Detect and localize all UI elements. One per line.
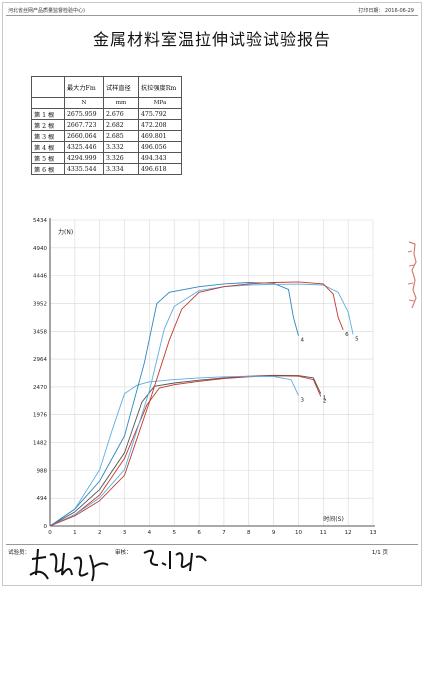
y-tick-label: 988 <box>37 468 48 474</box>
x-tick-label: 3 <box>123 530 127 536</box>
max-force-cell: 4325.446 <box>64 141 104 153</box>
x-tick-label: 11 <box>320 530 327 536</box>
y-tick-label: 4446 <box>33 274 47 280</box>
reviewer-signature <box>143 549 207 572</box>
x-axis-label: 时间(S) <box>323 515 344 523</box>
y-tick-label: 3952 <box>33 301 47 307</box>
max-force-cell: 4335.544 <box>64 163 104 175</box>
y-tick-label: 4940 <box>33 246 47 252</box>
y-tick-label: 1976 <box>33 413 47 419</box>
specimen-label: 第 6 根 <box>31 163 65 175</box>
chart-grid <box>49 219 374 527</box>
x-tick-label: 5 <box>172 530 176 536</box>
unit-cell: mm <box>103 97 139 109</box>
footer-divider <box>6 544 418 545</box>
series-line <box>49 281 344 527</box>
series-line <box>49 374 322 527</box>
chart-ticks: 0494988148219762470296434583952444649405… <box>33 218 377 536</box>
tensile-strength-cell: 475.792 <box>138 108 182 120</box>
tensile-strength-cell: 469.801 <box>138 130 182 142</box>
x-tick-label: 13 <box>370 530 377 536</box>
diameter-cell: 2.682 <box>103 119 139 131</box>
series-label: 5 <box>355 337 359 343</box>
x-tick-label: 10 <box>295 530 302 536</box>
x-tick-label: 12 <box>345 530 352 536</box>
chart-axes <box>49 218 375 527</box>
tensile-strength-cell: 494.343 <box>138 152 182 164</box>
diameter-cell: 3.332 <box>103 141 139 153</box>
table-row: 第 3 根 2660.064 2.685 469.801 <box>31 130 182 142</box>
x-tick-label: 9 <box>272 530 276 536</box>
y-tick-label: 1482 <box>33 441 47 447</box>
column-header: 最大力Fm <box>64 76 104 98</box>
specimen-label: 第 3 根 <box>31 130 65 142</box>
y-axis-label: 力(N) <box>58 228 73 236</box>
specimen-label: 第 5 根 <box>31 152 65 164</box>
institution-header: 河北省丝网产品质量监督检验中心) <box>8 8 85 14</box>
x-tick-label: 4 <box>148 530 152 536</box>
official-seal-stamp <box>407 241 417 309</box>
series-label: 4 <box>300 338 304 344</box>
column-header <box>31 76 65 98</box>
page-number: 1/1 页 <box>371 550 388 556</box>
series-line <box>49 282 299 527</box>
tensile-strength-cell: 496.056 <box>138 141 182 153</box>
table-row: 第 6 根 4335.544 3.334 496.618 <box>31 163 182 175</box>
specimen-label: 第 4 根 <box>31 141 65 153</box>
series-label: 1 <box>323 396 327 402</box>
table-header-row: 最大力Fm 试样直径 抗拉强度Rm <box>31 76 182 98</box>
series-line <box>49 283 354 527</box>
table-row: 第 2 根 2667.723 2.682 472.208 <box>31 119 182 131</box>
unit-cell: MPa <box>138 97 182 109</box>
max-force-cell: 2675.959 <box>64 108 104 120</box>
x-tick-label: 7 <box>222 530 226 536</box>
x-tick-label: 0 <box>48 530 52 536</box>
specimen-label: 第 1 根 <box>31 108 65 120</box>
y-tick-label: 2470 <box>33 385 47 391</box>
reviewer-label: 审核： <box>115 550 132 556</box>
x-tick-label: 2 <box>98 530 102 536</box>
y-tick-label: 0 <box>44 524 48 530</box>
tester-signature <box>29 548 109 582</box>
series-label: 2 <box>323 398 327 404</box>
tensile-strength-cell: 472.208 <box>138 119 182 131</box>
diameter-cell: 3.334 <box>103 163 139 175</box>
column-header: 抗拉强度Rm <box>138 76 182 98</box>
print-date: 打印日期： 2016-06-29 <box>358 8 414 14</box>
unit-cell <box>31 97 65 109</box>
unit-cell: N <box>64 97 104 109</box>
tensile-strength-cell: 496.618 <box>138 163 182 175</box>
diameter-cell: 3.326 <box>103 152 139 164</box>
header-divider <box>6 15 418 16</box>
diameter-cell: 2.676 <box>103 108 139 120</box>
force-time-chart: 0494988148219762470296434583952444649405… <box>33 218 377 536</box>
max-force-cell: 2667.723 <box>64 119 104 131</box>
series-line <box>49 375 322 527</box>
x-tick-label: 1 <box>73 530 77 536</box>
report-title: 金属材料室温拉伸试验试验报告 <box>92 30 331 49</box>
series-label: 6 <box>345 332 349 338</box>
table-row: 第 1 根 2675.959 2.676 475.792 <box>31 108 182 120</box>
results-table: 最大力Fm 试样直径 抗拉强度Rm N mm MPa 第 1 根 2675.95… <box>31 76 182 175</box>
series-line <box>49 375 299 527</box>
max-force-cell: 4294.999 <box>64 152 104 164</box>
x-tick-label: 6 <box>197 530 201 536</box>
series-label: 3 <box>300 397 304 403</box>
y-tick-label: 3458 <box>33 329 47 335</box>
tester-label: 试验员： <box>8 550 31 556</box>
table-row: 第 5 根 4294.999 3.326 494.343 <box>31 152 182 164</box>
y-tick-label: 5434 <box>33 218 47 224</box>
y-tick-label: 494 <box>37 496 48 502</box>
max-force-cell: 2660.064 <box>64 130 104 142</box>
table-units-row: N mm MPa <box>31 97 182 109</box>
column-header: 试样直径 <box>103 76 139 98</box>
diameter-cell: 2.685 <box>103 130 139 142</box>
table-row: 第 4 根 4325.446 3.332 496.056 <box>31 141 182 153</box>
specimen-label: 第 2 根 <box>31 119 65 131</box>
y-tick-label: 2964 <box>33 357 47 363</box>
x-tick-label: 8 <box>247 530 251 536</box>
